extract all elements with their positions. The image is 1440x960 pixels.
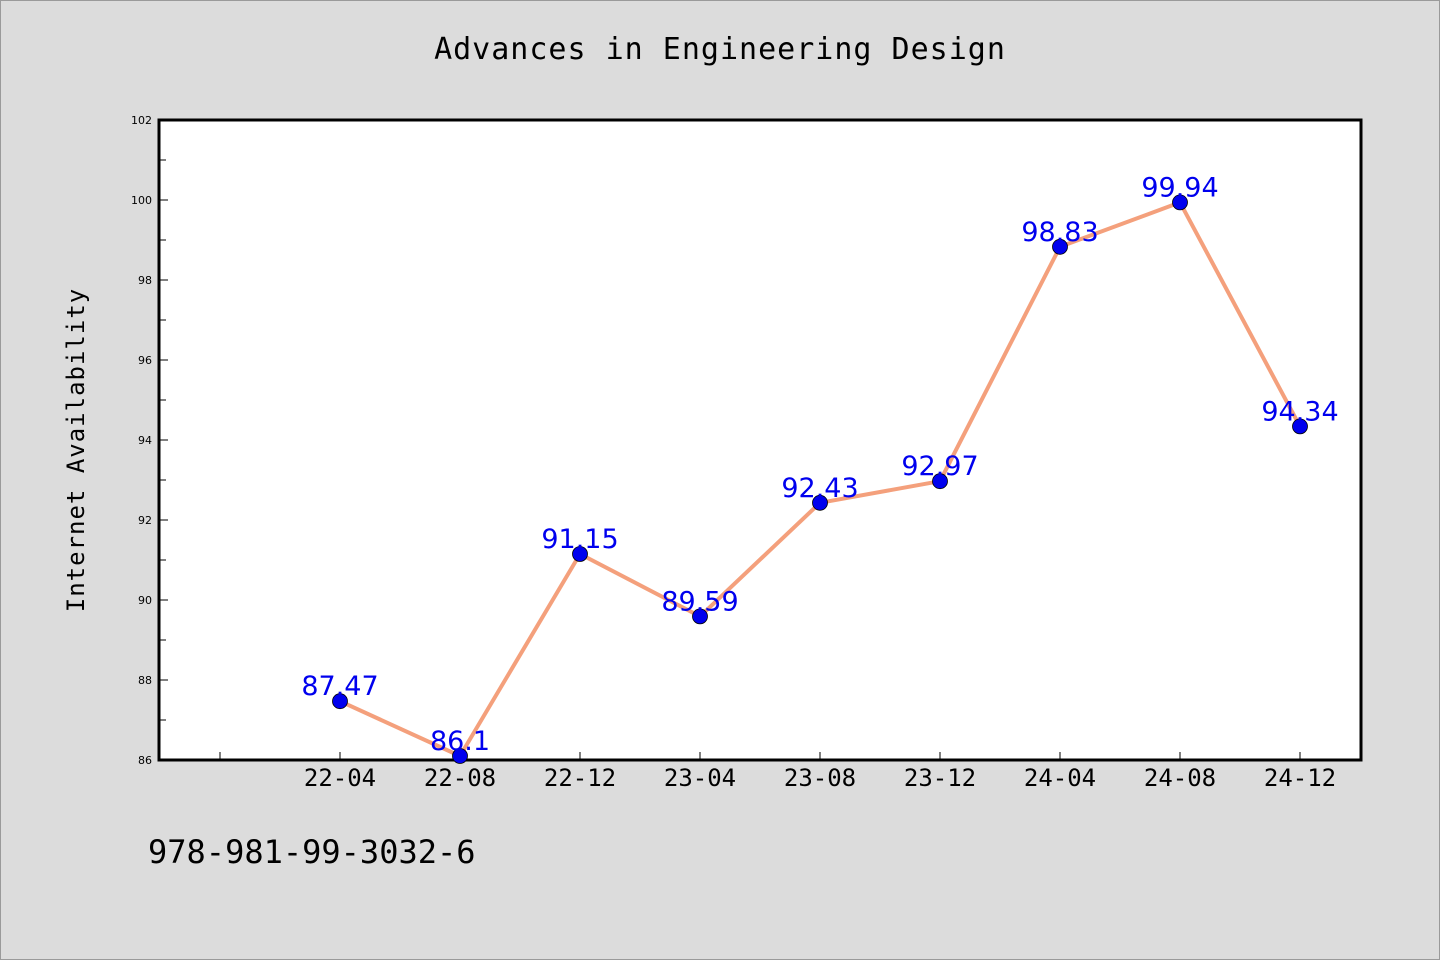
x-tick-label: 23-04 <box>664 764 736 792</box>
y-axis-label: Internet Availability <box>62 288 90 612</box>
chart-title: Advances in Engineering Design <box>434 32 1006 67</box>
data-point <box>692 608 708 625</box>
data-label: 86.1 <box>430 726 490 757</box>
data-label: 98.83 <box>1021 217 1098 248</box>
data-labels: 87.47 86.1 91.15 89.59 92.43 92.97 98.83 99.94 9… <box>301 172 1338 757</box>
data-point <box>812 494 828 511</box>
y-tick-label: 92 <box>138 514 152 527</box>
x-tick-label: 24-04 <box>1024 764 1096 792</box>
x-tick-label: 24-08 <box>1144 764 1216 792</box>
data-label: 92.43 <box>781 473 858 504</box>
data-label: 89.59 <box>661 586 738 617</box>
data-markers <box>332 194 1308 764</box>
data-label: 94.34 <box>1261 396 1338 427</box>
data-point <box>932 473 948 490</box>
x-tick-label: 22-12 <box>544 764 616 792</box>
y-tick-label: 88 <box>138 674 152 687</box>
y-tick-label: 94 <box>138 434 152 447</box>
data-point <box>452 748 468 764</box>
x-tick-label: 22-04 <box>304 764 376 792</box>
data-point <box>1052 238 1068 255</box>
y-tick-label: 98 <box>138 274 152 287</box>
x-tick-label: 22-08 <box>424 764 496 792</box>
data-label: 87.47 <box>301 671 378 702</box>
data-point <box>1292 418 1308 435</box>
data-label: 91.15 <box>541 524 618 555</box>
x-axis: 22-04 22-08 22-12 23-04 23-08 23-12 24-04 24-08… <box>219 752 1336 792</box>
x-tick-label: 23-12 <box>904 764 976 792</box>
data-point <box>332 693 348 710</box>
data-label: 99.94 <box>1141 172 1218 203</box>
x-tick-label: 24-12 <box>1264 764 1336 792</box>
y-tick-label: 102 <box>131 114 152 127</box>
y-tick-label: 100 <box>131 194 152 207</box>
isbn-code: 978-981-99-3032-6 <box>148 833 476 871</box>
plot-area <box>157 118 1363 762</box>
y-tick-label: 90 <box>138 594 152 607</box>
data-point <box>1172 194 1188 211</box>
data-label: 92.97 <box>901 451 978 482</box>
y-tick-label: 96 <box>138 354 152 367</box>
y-tick-label: 86 <box>138 754 152 767</box>
x-tick-label: 23-08 <box>784 764 856 792</box>
data-point <box>572 546 588 562</box>
y-axis: 86 88 90 92 94 96 98 100 102 <box>131 114 168 767</box>
